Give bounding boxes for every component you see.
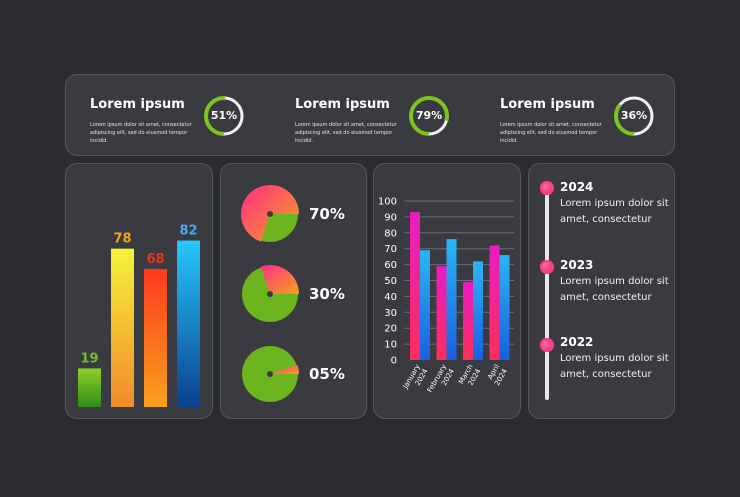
y-tick-label: 80: [384, 228, 397, 239]
y-tick-label: 0: [391, 356, 397, 367]
kpi-percent: 79%: [415, 109, 443, 122]
bar: [111, 248, 134, 407]
pie-percent-label: 30%: [309, 285, 345, 303]
kpi-card: Lorem ipsum Lorem ipsum dolor sit amet, …: [271, 75, 471, 157]
pie-center: [267, 371, 273, 377]
grouped-bar: [410, 212, 420, 360]
bar-value-label: 78: [113, 232, 131, 247]
bar: [78, 368, 101, 407]
timeline-year: 2024: [560, 180, 594, 194]
kpi-description: Lorem ipsum dolor sit amet, consectetur …: [500, 122, 602, 144]
grouped-bar: [463, 282, 473, 360]
pie-percent-label: 70%: [309, 205, 345, 223]
y-tick-label: 100: [378, 197, 397, 208]
grouped-bar: [499, 255, 510, 360]
timeline-dot: [540, 181, 554, 195]
timeline-year: 2022: [560, 335, 594, 349]
y-tick-label: 70: [384, 244, 397, 255]
kpi-title: Lorem ipsum: [90, 97, 185, 112]
y-tick-label: 20: [384, 324, 397, 335]
timeline-text: Lorem ipsum dolor sit amet, consectetur: [560, 353, 669, 380]
timeline-dot: [540, 338, 554, 352]
pie-highlight-slice: [261, 265, 299, 294]
y-tick-label: 60: [384, 260, 397, 271]
pie-chart-panel: 70% 30% 05%: [220, 163, 367, 419]
bar-value-label: 82: [179, 224, 197, 239]
y-tick-label: 10: [384, 340, 397, 351]
timeline-line: [545, 192, 549, 400]
kpi-description: Lorem ipsum dolor sit amet, consectetur …: [295, 122, 397, 144]
y-tick-label: 30: [384, 308, 397, 319]
kpi-title: Lorem ipsum: [295, 97, 390, 112]
ring-progress: [409, 96, 449, 136]
grouped-bar: [446, 239, 457, 360]
pie-center: [267, 291, 273, 297]
kpi-progress-ring: [409, 96, 449, 136]
kpi-card: Lorem ipsum Lorem ipsum dolor sit amet, …: [476, 75, 676, 157]
kpi-title: Lorem ipsum: [500, 97, 595, 112]
grouped-bar: [489, 245, 500, 360]
bar-value-label: 68: [146, 252, 164, 267]
timeline-text: Lorem ipsum dolor sit amet, consectetur: [560, 276, 669, 303]
y-tick-label: 40: [384, 292, 397, 303]
grouped-bar-chart: 0102030405060708090100January2024Februar…: [378, 197, 514, 394]
gradient-bar-chart-panel: 19 78 68 82: [65, 163, 213, 419]
pie-center: [267, 211, 273, 217]
ring-progress: [204, 96, 244, 136]
grouped-bar: [420, 250, 430, 360]
kpi-description: Lorem ipsum dolor sit amet, consectetur …: [90, 122, 192, 144]
pie-charts: [241, 185, 299, 402]
kpi-percent: 51%: [210, 109, 238, 122]
kpi-percent: 36%: [620, 109, 648, 122]
y-tick-label: 90: [384, 212, 397, 223]
pie-percent-label: 05%: [309, 365, 345, 383]
bar: [144, 268, 167, 407]
bar-value-label: 19: [80, 351, 98, 366]
kpi-panel: Lorem ipsum Lorem ipsum dolor sit amet, …: [65, 74, 675, 156]
ring-progress: [614, 96, 654, 136]
kpi-progress-ring: [204, 96, 244, 136]
timeline-dot: [540, 260, 554, 274]
gradient-bar-chart: 19 78 68 82: [78, 224, 200, 407]
kpi-card: Lorem ipsum Lorem ipsum dolor sit amet, …: [66, 75, 266, 157]
timeline-text: Lorem ipsum dolor sit amet, consectetur: [560, 198, 669, 225]
pie-highlight-slice: [270, 365, 299, 374]
timeline-panel: 2024 Lorem ipsum dolor sit amet, consect…: [528, 163, 675, 419]
y-tick-label: 50: [384, 276, 397, 287]
grouped-bar: [473, 261, 483, 360]
kpi-progress-ring: [614, 96, 654, 136]
grouped-bar-chart-panel: 0 10 20 30 40 50 60 70 80 90 100 January 2024 Februar…: [373, 163, 521, 419]
timeline-year: 2023: [560, 258, 594, 272]
grouped-bar: [436, 266, 447, 360]
bar: [177, 240, 200, 407]
